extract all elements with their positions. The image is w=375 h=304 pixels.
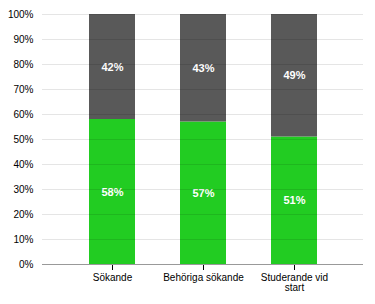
svg-text:50%: 50% [13, 134, 33, 145]
svg-text:10%: 10% [13, 234, 33, 245]
svg-text:43%: 43% [192, 62, 214, 74]
svg-text:20%: 20% [13, 209, 33, 220]
svg-text:100%: 100% [8, 9, 34, 20]
svg-text:30%: 30% [13, 184, 33, 195]
svg-text:Studerande vidstart: Studerande vidstart [261, 272, 328, 293]
svg-text:0%: 0% [19, 259, 34, 270]
svg-text:42%: 42% [101, 61, 123, 73]
svg-text:49%: 49% [283, 69, 305, 81]
svg-text:58%: 58% [101, 186, 123, 198]
svg-text:57%: 57% [192, 187, 214, 199]
svg-text:51%: 51% [283, 194, 305, 206]
svg-text:40%: 40% [13, 159, 33, 170]
svg-text:70%: 70% [13, 84, 33, 95]
svg-text:60%: 60% [13, 109, 33, 120]
svg-text:Sökande: Sökande [93, 272, 133, 283]
svg-text:80%: 80% [13, 59, 33, 70]
svg-text:Behöriga sökande: Behöriga sökande [163, 272, 244, 283]
svg-text:90%: 90% [13, 34, 33, 45]
